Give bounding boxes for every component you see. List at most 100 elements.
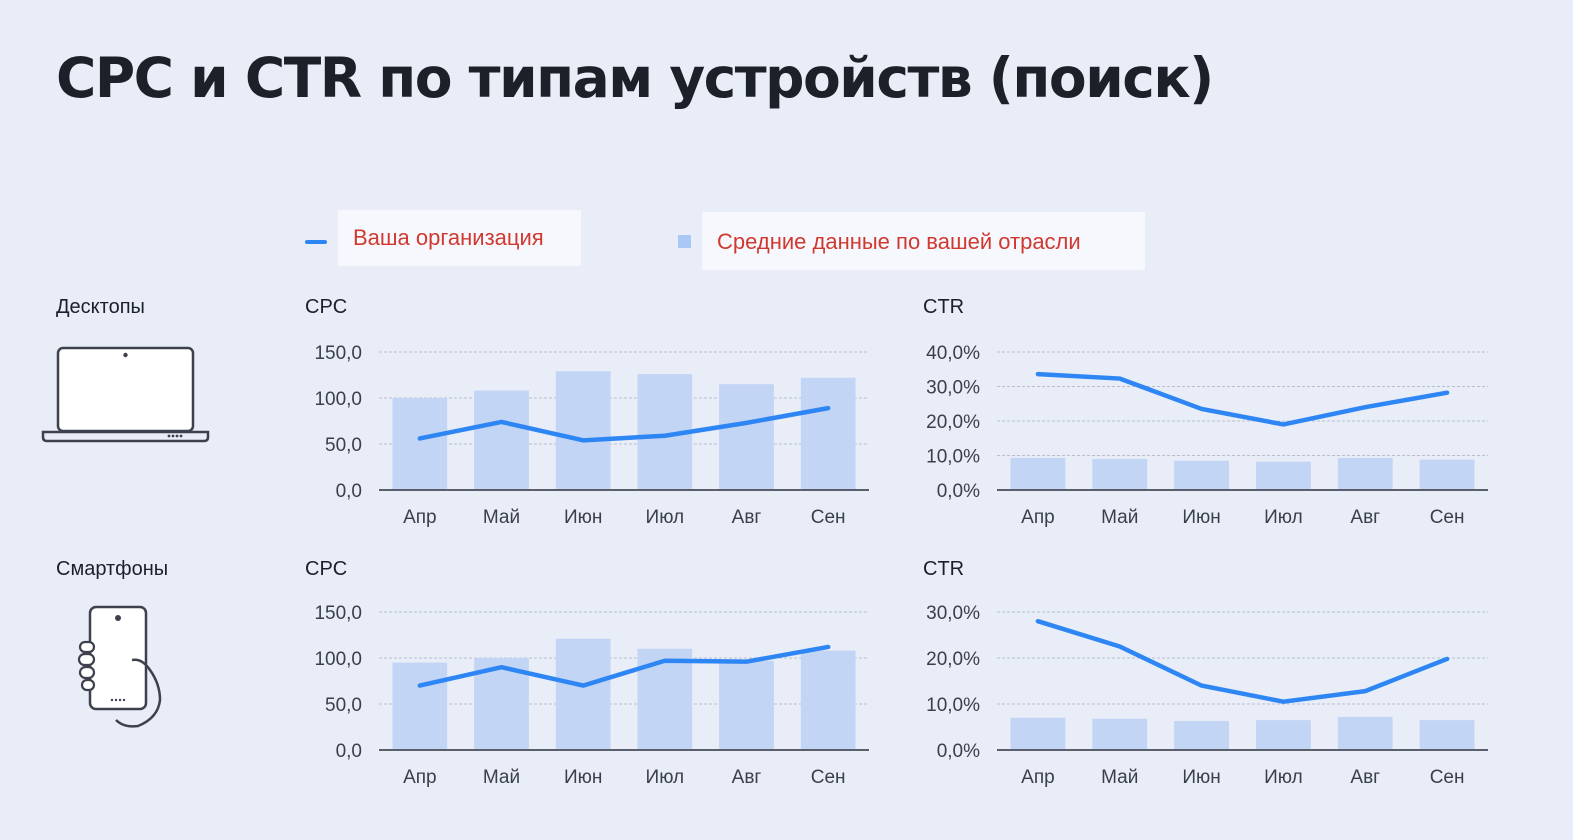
line-point-desktop-cpc-Апр <box>418 436 422 440</box>
x-tick-label-desktop-cpc: Май <box>483 507 520 528</box>
bar-desktop-ctr-Апр <box>1010 457 1066 490</box>
x-tick-label-desktop-ctr: Июл <box>1264 507 1303 528</box>
bar-desktop-cpc-Май <box>474 390 529 490</box>
x-tick-label-smartphone-cpc: Сен <box>811 767 846 788</box>
bar-smartphone-cpc-Авг <box>719 660 774 750</box>
y-tick-label-desktop-ctr: 20,0% <box>926 412 980 433</box>
x-tick-label-smartphone-ctr: Сен <box>1430 767 1465 788</box>
line-series-smartphone-cpc <box>417 644 831 688</box>
bar-smartphone-cpc-Июл <box>637 648 693 750</box>
chart-title-smartphone-cpc: CPC <box>305 558 348 580</box>
x-tick-label-desktop-cpc: Сен <box>811 507 846 528</box>
bar-desktop-cpc-Июн <box>555 371 611 490</box>
legend-bar-swatch <box>678 235 691 248</box>
line-point-smartphone-cpc-Авг <box>745 660 748 664</box>
line-series-desktop-ctr <box>1035 371 1450 427</box>
x-tick-label-desktop-ctr: Авг <box>1350 507 1380 528</box>
line-series-desktop-cpc <box>417 405 831 443</box>
bar-smartphone-ctr-Сен <box>1419 720 1475 750</box>
line-point-smartphone-cpc-Июн <box>581 684 585 688</box>
y-tick-label-desktop-ctr: 30,0% <box>926 378 980 399</box>
line-point-smartphone-cpc-Апр <box>418 684 422 688</box>
x-tick-label-desktop-ctr: Апр <box>1021 507 1055 528</box>
line-series-smartphone-ctr <box>1035 618 1450 704</box>
x-tick-label-smartphone-ctr: Апр <box>1021 767 1055 788</box>
row-label-desktop: Десктопы <box>56 296 145 318</box>
line-point-smartphone-ctr-Июн <box>1200 684 1204 688</box>
x-tick-label-smartphone-cpc: Май <box>483 767 520 788</box>
x-tick-label-desktop-ctr: Май <box>1101 507 1138 528</box>
bar-desktop-cpc-Апр <box>392 398 448 490</box>
x-tick-label-desktop-cpc: Апр <box>403 507 437 528</box>
x-tick-label-desktop-cpc: Авг <box>732 507 762 528</box>
legend-item-industry: Средние данные по вашей отрасли <box>702 212 1145 270</box>
y-tick-label-smartphone-ctr: 30,0% <box>926 603 980 624</box>
x-tick-label-desktop-ctr: Сен <box>1430 507 1465 528</box>
bar-desktop-cpc-Сен <box>800 377 856 490</box>
bar-smartphone-cpc-Июн <box>555 638 611 750</box>
y-tick-label-smartphone-ctr: 0,0% <box>937 741 980 762</box>
smartphone-icon <box>77 605 162 728</box>
x-tick-label-desktop-cpc: Июл <box>646 507 685 528</box>
line-point-desktop-ctr-Май <box>1118 377 1122 381</box>
x-tick-label-desktop-ctr: Июн <box>1182 507 1220 528</box>
chart-smartphone-cpc: 0,0 50,0 100,0 150,0 Апр Май Июн Июл Авг Сен <box>314 603 869 788</box>
x-tick-label-smartphone-ctr: Июн <box>1182 767 1220 788</box>
bar-smartphone-ctr-Июл <box>1256 720 1311 750</box>
line-point-smartphone-cpc-Май <box>500 665 503 669</box>
y-tick-label-desktop-cpc: 150,0 <box>314 343 362 364</box>
line-point-desktop-ctr-Апр <box>1036 372 1040 376</box>
x-tick-label-smartphone-cpc: Июл <box>646 767 685 788</box>
page-title: CPC и CTR по типам устройств (поиск) <box>56 46 1214 110</box>
y-tick-label-desktop-ctr: 0,0% <box>937 481 980 502</box>
y-tick-label-smartphone-ctr: 20,0% <box>926 649 980 670</box>
line-point-smartphone-ctr-Апр <box>1036 619 1040 623</box>
chart-title-desktop-ctr: CTR <box>923 296 965 318</box>
legend-label-organization: Ваша организация <box>353 225 544 250</box>
y-tick-label-desktop-ctr: 10,0% <box>926 447 980 468</box>
line-point-smartphone-ctr-Май <box>1118 645 1122 648</box>
x-tick-label-smartphone-ctr: Июл <box>1264 767 1303 788</box>
y-tick-label-desktop-cpc: 50,0 <box>325 435 362 456</box>
bar-smartphone-ctr-Авг <box>1337 716 1393 750</box>
bar-desktop-ctr-Июн <box>1174 460 1229 490</box>
line-point-desktop-cpc-Авг <box>745 421 748 425</box>
bar-desktop-ctr-Май <box>1092 458 1148 490</box>
bar-smartphone-ctr-Май <box>1092 718 1148 750</box>
y-tick-label-desktop-ctr: 40,0% <box>926 343 980 364</box>
line-point-smartphone-ctr-Июл <box>1281 700 1285 704</box>
bar-desktop-ctr-Июл <box>1256 461 1311 490</box>
line-point-desktop-ctr-Сен <box>1445 391 1449 395</box>
bar-desktop-cpc-Авг <box>719 384 774 490</box>
y-tick-label-smartphone-cpc: 100,0 <box>314 649 362 670</box>
x-tick-label-smartphone-ctr: Авг <box>1350 767 1380 788</box>
line-point-desktop-cpc-Июн <box>581 438 585 442</box>
y-tick-label-smartphone-cpc: 0,0 <box>336 741 362 762</box>
legend-line-swatch <box>305 240 327 244</box>
x-tick-label-smartphone-cpc: Авг <box>732 767 762 788</box>
chart-smartphone-ctr: 0,0% 10,0% 20,0% 30,0% Апр Май Июн Июл Авг Сен <box>926 603 1488 788</box>
line-point-smartphone-cpc-Сен <box>826 645 830 649</box>
line-point-smartphone-ctr-Сен <box>1445 657 1449 661</box>
x-tick-label-smartphone-cpc: Апр <box>403 767 437 788</box>
bar-smartphone-cpc-Сен <box>800 650 856 750</box>
bar-smartphone-cpc-Апр <box>392 662 448 750</box>
line-point-desktop-ctr-Авг <box>1363 405 1367 409</box>
y-tick-label-desktop-cpc: 0,0 <box>336 481 362 502</box>
laptop-icon <box>41 346 210 443</box>
bar-smartphone-ctr-Июн <box>1174 721 1229 750</box>
y-tick-label-smartphone-ctr: 10,0% <box>926 695 980 716</box>
row-label-smartphone: Смартфоны <box>56 558 169 580</box>
y-tick-label-smartphone-cpc: 150,0 <box>314 603 362 624</box>
legend-label-industry: Средние данные по вашей отрасли <box>717 229 1081 254</box>
chart-desktop-ctr: 0,0% 10,0% 20,0% 30,0% 40,0% Апр Май Июн Июл Авг С… <box>926 343 1488 528</box>
line-point-desktop-cpc-Май <box>500 420 503 424</box>
bar-desktop-ctr-Сен <box>1419 459 1475 490</box>
line-point-desktop-cpc-Июл <box>663 434 667 438</box>
line-point-desktop-cpc-Сен <box>826 406 830 410</box>
chart-title-smartphone-ctr: CTR <box>923 558 965 580</box>
x-tick-label-smartphone-ctr: Май <box>1101 767 1138 788</box>
y-tick-label-desktop-cpc: 100,0 <box>314 389 362 410</box>
line-point-smartphone-ctr-Авг <box>1363 689 1367 693</box>
line-point-smartphone-cpc-Июл <box>663 659 667 663</box>
